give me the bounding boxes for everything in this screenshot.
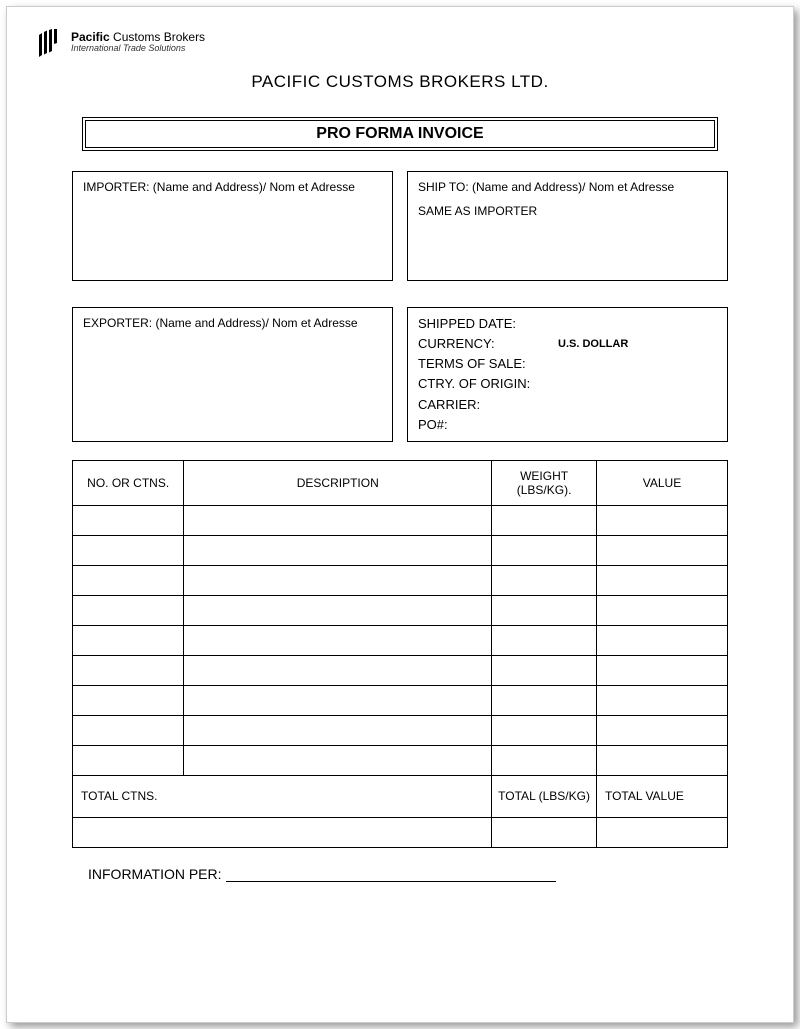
table-cell <box>184 715 492 745</box>
col-header-desc: DESCRIPTION <box>184 460 492 505</box>
table-cell <box>492 625 597 655</box>
table-cell <box>73 685 184 715</box>
total-weight-value <box>492 817 597 847</box>
table-cell <box>596 715 727 745</box>
table-row <box>73 505 728 535</box>
table-cell <box>184 595 492 625</box>
information-per-label: INFORMATION PER: <box>88 866 222 882</box>
total-ctns-label: TOTAL CTNS. <box>73 775 492 817</box>
po-field: PO#: <box>418 415 717 435</box>
document-title: PRO FORMA INVOICE <box>82 117 718 151</box>
total-ctns-value <box>73 817 492 847</box>
table-cell <box>184 505 492 535</box>
table-cell <box>73 535 184 565</box>
table-row <box>73 595 728 625</box>
table-cell <box>73 655 184 685</box>
table-cell <box>73 505 184 535</box>
table-cell <box>184 655 492 685</box>
carrier-field: CARRIER: <box>418 395 717 415</box>
terms-label: TERMS OF SALE: <box>418 354 558 374</box>
table-row <box>73 565 728 595</box>
table-cell <box>596 655 727 685</box>
importer-label: IMPORTER: (Name and Address)/ Nom et Adr… <box>83 180 382 194</box>
shipped-date-label: SHIPPED DATE: <box>418 314 558 334</box>
table-cell <box>73 745 184 775</box>
information-per-line <box>226 866 556 882</box>
table-cell <box>492 595 597 625</box>
currency-value: U.S. DOLLAR <box>558 334 628 354</box>
information-per: INFORMATION PER: <box>88 866 728 882</box>
carrier-label: CARRIER: <box>418 395 558 415</box>
table-cell <box>492 685 597 715</box>
table-row <box>73 715 728 745</box>
logo-text: Pacific Customs Brokers International Tr… <box>71 29 205 54</box>
shipped-date-field: SHIPPED DATE: <box>418 314 717 334</box>
table-cell <box>492 655 597 685</box>
table-cell <box>184 565 492 595</box>
invoice-page: Pacific Customs Brokers International Tr… <box>6 6 794 1023</box>
terms-field: TERMS OF SALE: <box>418 354 717 374</box>
table-row <box>73 685 728 715</box>
table-row <box>73 625 728 655</box>
table-cell <box>492 745 597 775</box>
origin-field: CTRY. OF ORIGIN: <box>418 374 717 394</box>
table-cell <box>73 595 184 625</box>
table-cell <box>492 565 597 595</box>
total-value-label: TOTAL VALUE <box>596 775 727 817</box>
totals-row: TOTAL CTNS. TOTAL (LBS/KG) TOTAL VALUE <box>73 775 728 817</box>
table-cell <box>492 715 597 745</box>
items-table: NO. OR CTNS. DESCRIPTION WEIGHT (LBS/KG)… <box>72 460 728 848</box>
table-cell <box>596 745 727 775</box>
exporter-label: EXPORTER: (Name and Address)/ Nom et Adr… <box>83 316 382 330</box>
table-cell <box>492 535 597 565</box>
table-cell <box>73 625 184 655</box>
importer-shipto-row: IMPORTER: (Name and Address)/ Nom et Adr… <box>42 171 758 281</box>
table-cell <box>73 715 184 745</box>
importer-box: IMPORTER: (Name and Address)/ Nom et Adr… <box>72 171 393 281</box>
po-label: PO#: <box>418 415 558 435</box>
table-cell <box>184 625 492 655</box>
table-cell <box>184 535 492 565</box>
table-header-row: NO. OR CTNS. DESCRIPTION WEIGHT (LBS/KG)… <box>73 460 728 505</box>
exporter-box: EXPORTER: (Name and Address)/ Nom et Adr… <box>72 307 393 442</box>
table-row <box>73 655 728 685</box>
table-row <box>73 745 728 775</box>
col-header-no: NO. OR CTNS. <box>73 460 184 505</box>
currency-label: CURRENCY: <box>418 334 558 354</box>
company-title: PACIFIC CUSTOMS BROKERS LTD. <box>42 72 758 92</box>
table-cell <box>184 685 492 715</box>
table-cell <box>73 565 184 595</box>
table-cell <box>596 565 727 595</box>
table-row <box>73 817 728 847</box>
logo-region: Pacific Customs Brokers International Tr… <box>37 29 205 59</box>
ship-to-box: SHIP TO: (Name and Address)/ Nom et Adre… <box>407 171 728 281</box>
logo-icon <box>37 29 65 59</box>
shipment-box: SHIPPED DATE: CURRENCY: U.S. DOLLAR TERM… <box>407 307 728 442</box>
total-weight-label: TOTAL (LBS/KG) <box>492 775 597 817</box>
table-cell <box>596 625 727 655</box>
col-header-weight: WEIGHT (LBS/KG). <box>492 460 597 505</box>
exporter-shipment-row: EXPORTER: (Name and Address)/ Nom et Adr… <box>42 307 758 442</box>
table-cell <box>596 505 727 535</box>
ship-to-label: SHIP TO: (Name and Address)/ Nom et Adre… <box>418 180 717 194</box>
currency-field: CURRENCY: U.S. DOLLAR <box>418 334 717 354</box>
logo-tagline: International Trade Solutions <box>71 44 205 54</box>
table-cell <box>596 685 727 715</box>
table-row <box>73 535 728 565</box>
table-cell <box>596 535 727 565</box>
col-header-value: VALUE <box>596 460 727 505</box>
table-cell <box>184 745 492 775</box>
ship-to-value: SAME AS IMPORTER <box>418 204 717 218</box>
origin-label: CTRY. OF ORIGIN: <box>418 374 558 394</box>
table-cell <box>492 505 597 535</box>
table-cell <box>596 595 727 625</box>
total-value-value <box>596 817 727 847</box>
